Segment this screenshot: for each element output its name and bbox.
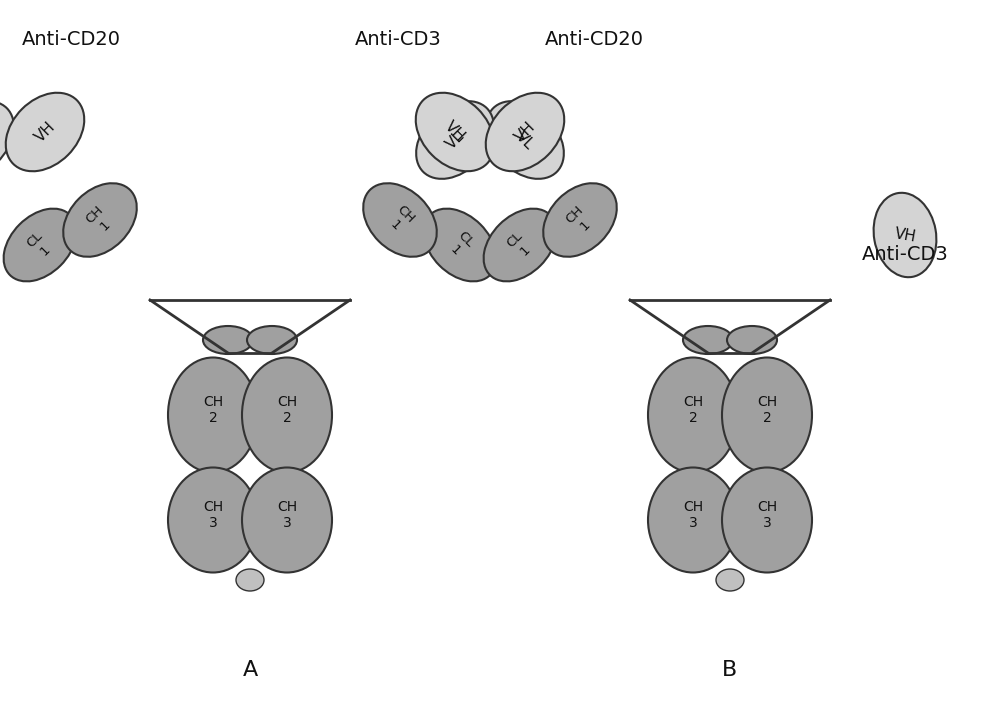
Ellipse shape: [722, 357, 812, 472]
Text: VH: VH: [512, 119, 538, 145]
Ellipse shape: [486, 101, 564, 179]
Ellipse shape: [486, 93, 564, 171]
Ellipse shape: [716, 569, 744, 591]
Ellipse shape: [203, 326, 253, 354]
Text: Anti-CD3: Anti-CD3: [355, 30, 442, 49]
Text: CH
2: CH 2: [203, 395, 223, 425]
Ellipse shape: [484, 208, 556, 282]
Text: CH
3: CH 3: [683, 500, 703, 530]
Ellipse shape: [683, 326, 733, 354]
Ellipse shape: [648, 357, 738, 472]
Text: CH
3: CH 3: [277, 500, 297, 530]
Ellipse shape: [727, 326, 777, 354]
Ellipse shape: [363, 183, 437, 257]
Ellipse shape: [4, 208, 76, 282]
Text: CL
1: CL 1: [24, 230, 56, 260]
Ellipse shape: [242, 468, 332, 573]
Text: VH: VH: [442, 119, 468, 145]
Text: CH
1: CH 1: [83, 204, 117, 237]
Text: A: A: [242, 660, 258, 680]
Ellipse shape: [63, 183, 137, 257]
Ellipse shape: [168, 468, 258, 573]
Text: CL
1: CL 1: [444, 230, 476, 260]
Ellipse shape: [416, 93, 494, 171]
Text: VH: VH: [893, 226, 917, 244]
Ellipse shape: [236, 569, 264, 591]
Ellipse shape: [6, 93, 84, 171]
Ellipse shape: [874, 193, 936, 277]
Text: CH
2: CH 2: [683, 395, 703, 425]
Text: Anti-CD20: Anti-CD20: [22, 30, 121, 49]
Ellipse shape: [648, 468, 738, 573]
Ellipse shape: [168, 357, 258, 472]
Text: VL: VL: [513, 128, 537, 152]
Text: B: B: [722, 660, 738, 680]
Ellipse shape: [416, 101, 494, 179]
Text: CH
3: CH 3: [757, 500, 777, 530]
Ellipse shape: [424, 208, 496, 282]
Text: CH
1: CH 1: [383, 204, 417, 237]
Text: VH: VH: [32, 119, 58, 145]
Text: CL
1: CL 1: [504, 230, 536, 260]
Text: CH
1: CH 1: [563, 204, 597, 237]
Ellipse shape: [242, 357, 332, 472]
Text: VL: VL: [443, 128, 467, 152]
Ellipse shape: [543, 183, 617, 257]
Text: Anti-CD3: Anti-CD3: [862, 245, 949, 264]
Text: CH
2: CH 2: [757, 395, 777, 425]
Ellipse shape: [247, 326, 297, 354]
Ellipse shape: [0, 101, 14, 179]
Text: Anti-CD20: Anti-CD20: [545, 30, 644, 49]
Text: CH
2: CH 2: [277, 395, 297, 425]
Text: CH
3: CH 3: [203, 500, 223, 530]
Ellipse shape: [722, 468, 812, 573]
